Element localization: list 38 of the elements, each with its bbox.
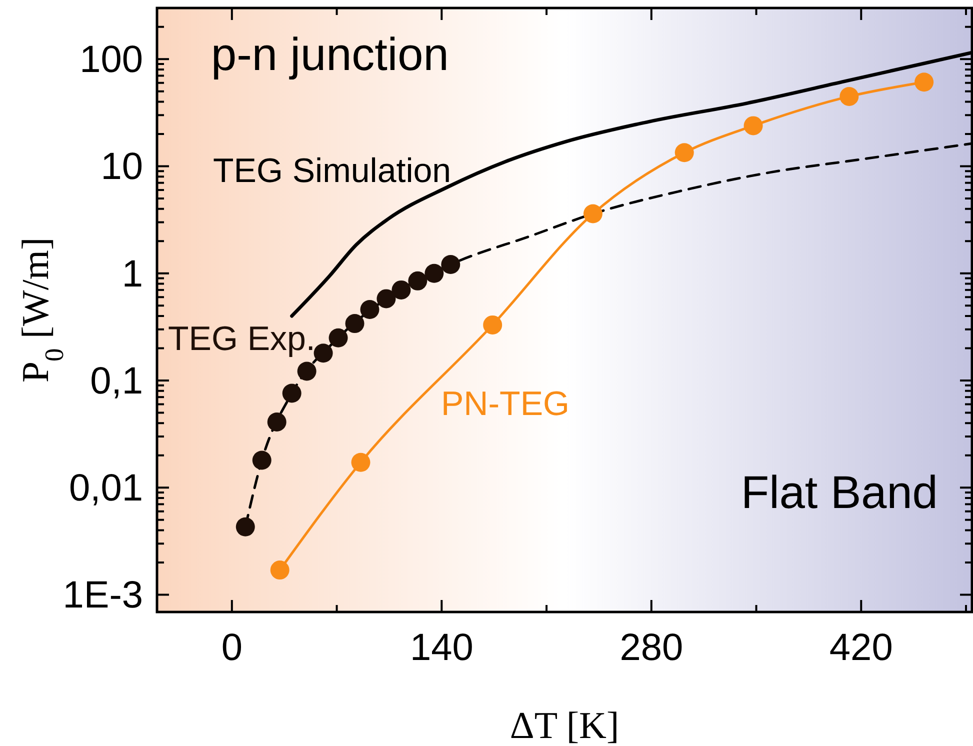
annotation: p-n junction (211, 28, 449, 80)
point (674, 143, 694, 162)
point (270, 560, 290, 580)
series-label: TEG Simulation (213, 152, 452, 190)
y-tick-label: 10 (100, 146, 143, 188)
x-tick-label: 0 (221, 627, 242, 669)
series-label: PN-TEG (441, 385, 570, 423)
point (267, 412, 286, 432)
point (914, 72, 934, 92)
point (282, 384, 302, 403)
y-tick-label: 100 (80, 39, 143, 82)
point (360, 300, 380, 319)
x-tick-label: 280 (620, 627, 684, 669)
point (297, 362, 316, 381)
y-tick-label: 1E-3 (62, 574, 143, 617)
point (483, 315, 502, 334)
series-label: TEG Exp. (168, 320, 316, 358)
point (392, 280, 411, 300)
point (236, 517, 255, 536)
point (408, 271, 428, 290)
point (441, 254, 460, 274)
point (840, 86, 859, 106)
point (314, 344, 333, 363)
point (328, 328, 348, 348)
y-tick-label: 1 (122, 253, 143, 296)
x-axis-title: ΔT [K] (510, 705, 620, 746)
point (744, 116, 763, 136)
point (351, 452, 370, 472)
point (345, 314, 364, 334)
point (424, 264, 444, 283)
x-tick-label: 140 (410, 627, 474, 669)
point (583, 204, 602, 224)
x-tick-label: 420 (829, 627, 893, 669)
y-tick-label: 0,01 (69, 468, 143, 510)
point (252, 450, 272, 470)
annotation: Flat Band (741, 466, 938, 518)
y-tick-label: 0,1 (90, 360, 143, 402)
point (376, 289, 396, 308)
